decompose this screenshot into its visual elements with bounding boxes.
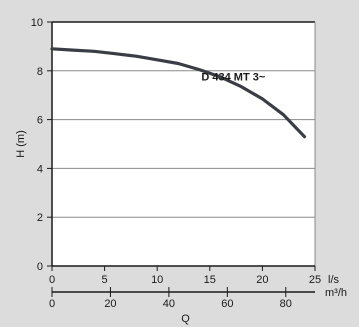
pump-curve-point (177, 63, 179, 65)
x2-tick-label-20: 20 (104, 298, 116, 310)
pump-curve-point (114, 53, 116, 55)
pump-curve-point (198, 69, 200, 71)
pump-curve-point (304, 136, 306, 138)
pump-curve-point (283, 114, 285, 116)
x-tick-label-0: 0 (49, 274, 55, 286)
x-axis-unit-m3h: m³/h (325, 287, 347, 299)
pump-curve-point (51, 48, 53, 50)
plot-area (52, 22, 315, 266)
x-tick-label-20: 20 (256, 274, 268, 286)
pump-curve-point (241, 86, 243, 88)
x2-tick-label-0: 0 (49, 298, 55, 310)
y-tick-label-6: 6 (37, 115, 43, 127)
x2-tick-label-80: 80 (280, 298, 292, 310)
x2-tick-label-60: 60 (221, 298, 233, 310)
x-axis-unit-ls: l/s (328, 274, 340, 286)
x-axis-label-q: Q (181, 313, 190, 325)
pump-curve-point (93, 50, 95, 52)
x2-tick-label-40: 40 (163, 298, 175, 310)
series-label-0: D 434 MT 3~ (201, 72, 265, 84)
pump-curve-point (156, 59, 158, 61)
pump-curve-point (262, 98, 264, 100)
y-tick-label-4: 4 (37, 163, 43, 175)
pump-curve-point (72, 49, 74, 51)
y-tick-label-0: 0 (37, 261, 43, 273)
y-tick-label-10: 10 (31, 17, 43, 29)
y-tick-label-8: 8 (37, 66, 43, 78)
pump-curve-point (135, 55, 137, 57)
x-tick-label-25: 25 (309, 274, 321, 286)
x-tick-label-5: 5 (102, 274, 108, 286)
y-tick-label-2: 2 (37, 212, 43, 224)
x-tick-label-10: 10 (151, 274, 163, 286)
pump-curve-0 (50, 47, 307, 139)
y-axis-label: H (m) (15, 130, 27, 158)
x-tick-label-15: 15 (204, 274, 216, 286)
